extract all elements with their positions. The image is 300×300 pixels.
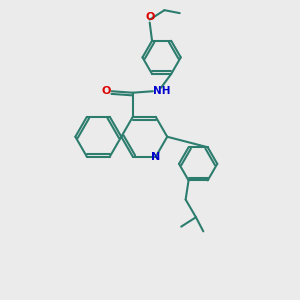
Text: NH: NH <box>153 86 170 96</box>
Text: O: O <box>102 86 111 96</box>
Text: O: O <box>145 12 154 22</box>
Text: N: N <box>151 152 160 162</box>
